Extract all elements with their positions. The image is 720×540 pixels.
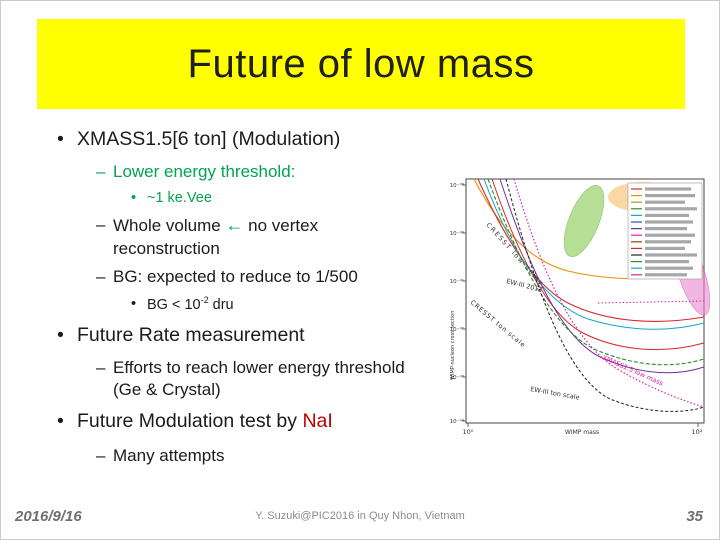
chart-curve-ew3-ton — [505, 178, 705, 412]
chart-curve-cresst-ton — [487, 178, 705, 366]
chart-curve-ew3-2017 — [483, 178, 705, 330]
chart-curve-magenta-flat — [597, 300, 705, 304]
chart-shaded-region-green — [563, 185, 605, 257]
bullet-lower-threshold: Lower energy threshold: — [57, 161, 405, 184]
bullet-whole-volume-post: no vertex reconstruction — [113, 216, 319, 259]
sensitivity-chart: 10⁰ 10² 10⁻³⁹ 10⁻⁴⁰ 10⁻⁴¹ 10⁻⁴² 10⁻⁴³ 10… — [448, 175, 712, 451]
y-tick-4: 10⁻⁴³ — [450, 374, 464, 381]
chart-curve-purple — [499, 178, 705, 374]
bullet-whole-volume: Whole volume ← no vertex reconstruction — [57, 214, 405, 260]
bullet-many-attempts-text: Many attempts — [113, 446, 225, 466]
bullet-kevee-text: ~1 ke.Vee — [147, 190, 212, 207]
bullet-bg-dru-post: dru — [208, 296, 234, 313]
bullet-bg-dru: BG < 10-2 dru — [57, 295, 405, 315]
slide-title: Future of low mass — [187, 41, 535, 86]
bullet-bg-dru-exponent: -2 — [200, 294, 209, 305]
chart-ticks — [462, 184, 699, 427]
chart-curve-cresst-low — [477, 178, 705, 322]
bullet-list: XMASS1.5[6 ton] (Modulation) Lower energ… — [57, 127, 405, 468]
bullet-many-attempts: Many attempts — [57, 445, 405, 468]
footer-date: 2016/9/16 — [15, 508, 82, 525]
bullet-future-modulation-nai: NaI — [302, 410, 333, 433]
chart-curve-xmass-low — [513, 178, 705, 408]
bullet-bg-reduce: BG: expected to reduce to 1/500 — [57, 266, 405, 289]
title-banner: Future of low mass — [37, 19, 685, 109]
bullet-xmass: XMASS1.5[6 ton] (Modulation) — [57, 127, 405, 153]
footer-credit: Y. Suzuki@PIC2016 in Quy Nhon, Vietnam — [255, 510, 465, 522]
chart-legend — [627, 182, 703, 280]
y-tick-0: 10⁻³⁹ — [450, 182, 464, 189]
y-tick-2: 10⁻⁴¹ — [450, 278, 464, 285]
bullet-efforts-text: Efforts to reach lower energy threshold … — [113, 357, 405, 400]
bullet-future-rate-text: Future Rate measurement — [77, 323, 305, 346]
bullet-future-modulation-pre: Future Modulation test by — [77, 410, 303, 433]
bullet-bg-dru-pre: BG < 10 — [147, 296, 201, 313]
x-tick-1: 10² — [692, 428, 703, 436]
bullet-lower-threshold-text: Lower energy threshold: — [113, 161, 296, 181]
bullet-kevee: ~1 ke.Vee — [57, 189, 405, 208]
bullet-efforts: Efforts to reach lower energy threshold … — [57, 357, 405, 402]
bullet-xmass-text: XMASS1.5[6 ton] (Modulation) — [77, 128, 341, 150]
bullet-future-modulation: Future Modulation test by NaI — [57, 409, 405, 435]
y-tick-3: 10⁻⁴² — [450, 326, 464, 333]
chart-legend-box — [627, 182, 703, 280]
bullet-future-rate: Future Rate measurement — [57, 323, 405, 349]
x-tick-0: 10⁰ — [463, 428, 474, 436]
left-arrow-icon: ← — [225, 215, 244, 236]
y-axis-label: WIMP-nucleon cross section — [450, 311, 456, 380]
chart-curve-red-2 — [491, 178, 705, 351]
bullet-bg-reduce-text: BG: expected to reduce to 1/500 — [113, 267, 358, 287]
x-axis-label: WIMP mass — [565, 429, 599, 436]
footer-page-number: 35 — [686, 508, 703, 525]
y-tick-5: 10⁻⁴⁴ — [450, 418, 465, 425]
sensitivity-chart-svg: 10⁰ 10² 10⁻³⁹ 10⁻⁴⁰ 10⁻⁴¹ 10⁻⁴² 10⁻⁴³ 10… — [450, 178, 711, 436]
y-tick-1: 10⁻⁴⁰ — [450, 230, 465, 237]
bullet-whole-volume-pre: Whole volume — [113, 216, 226, 236]
